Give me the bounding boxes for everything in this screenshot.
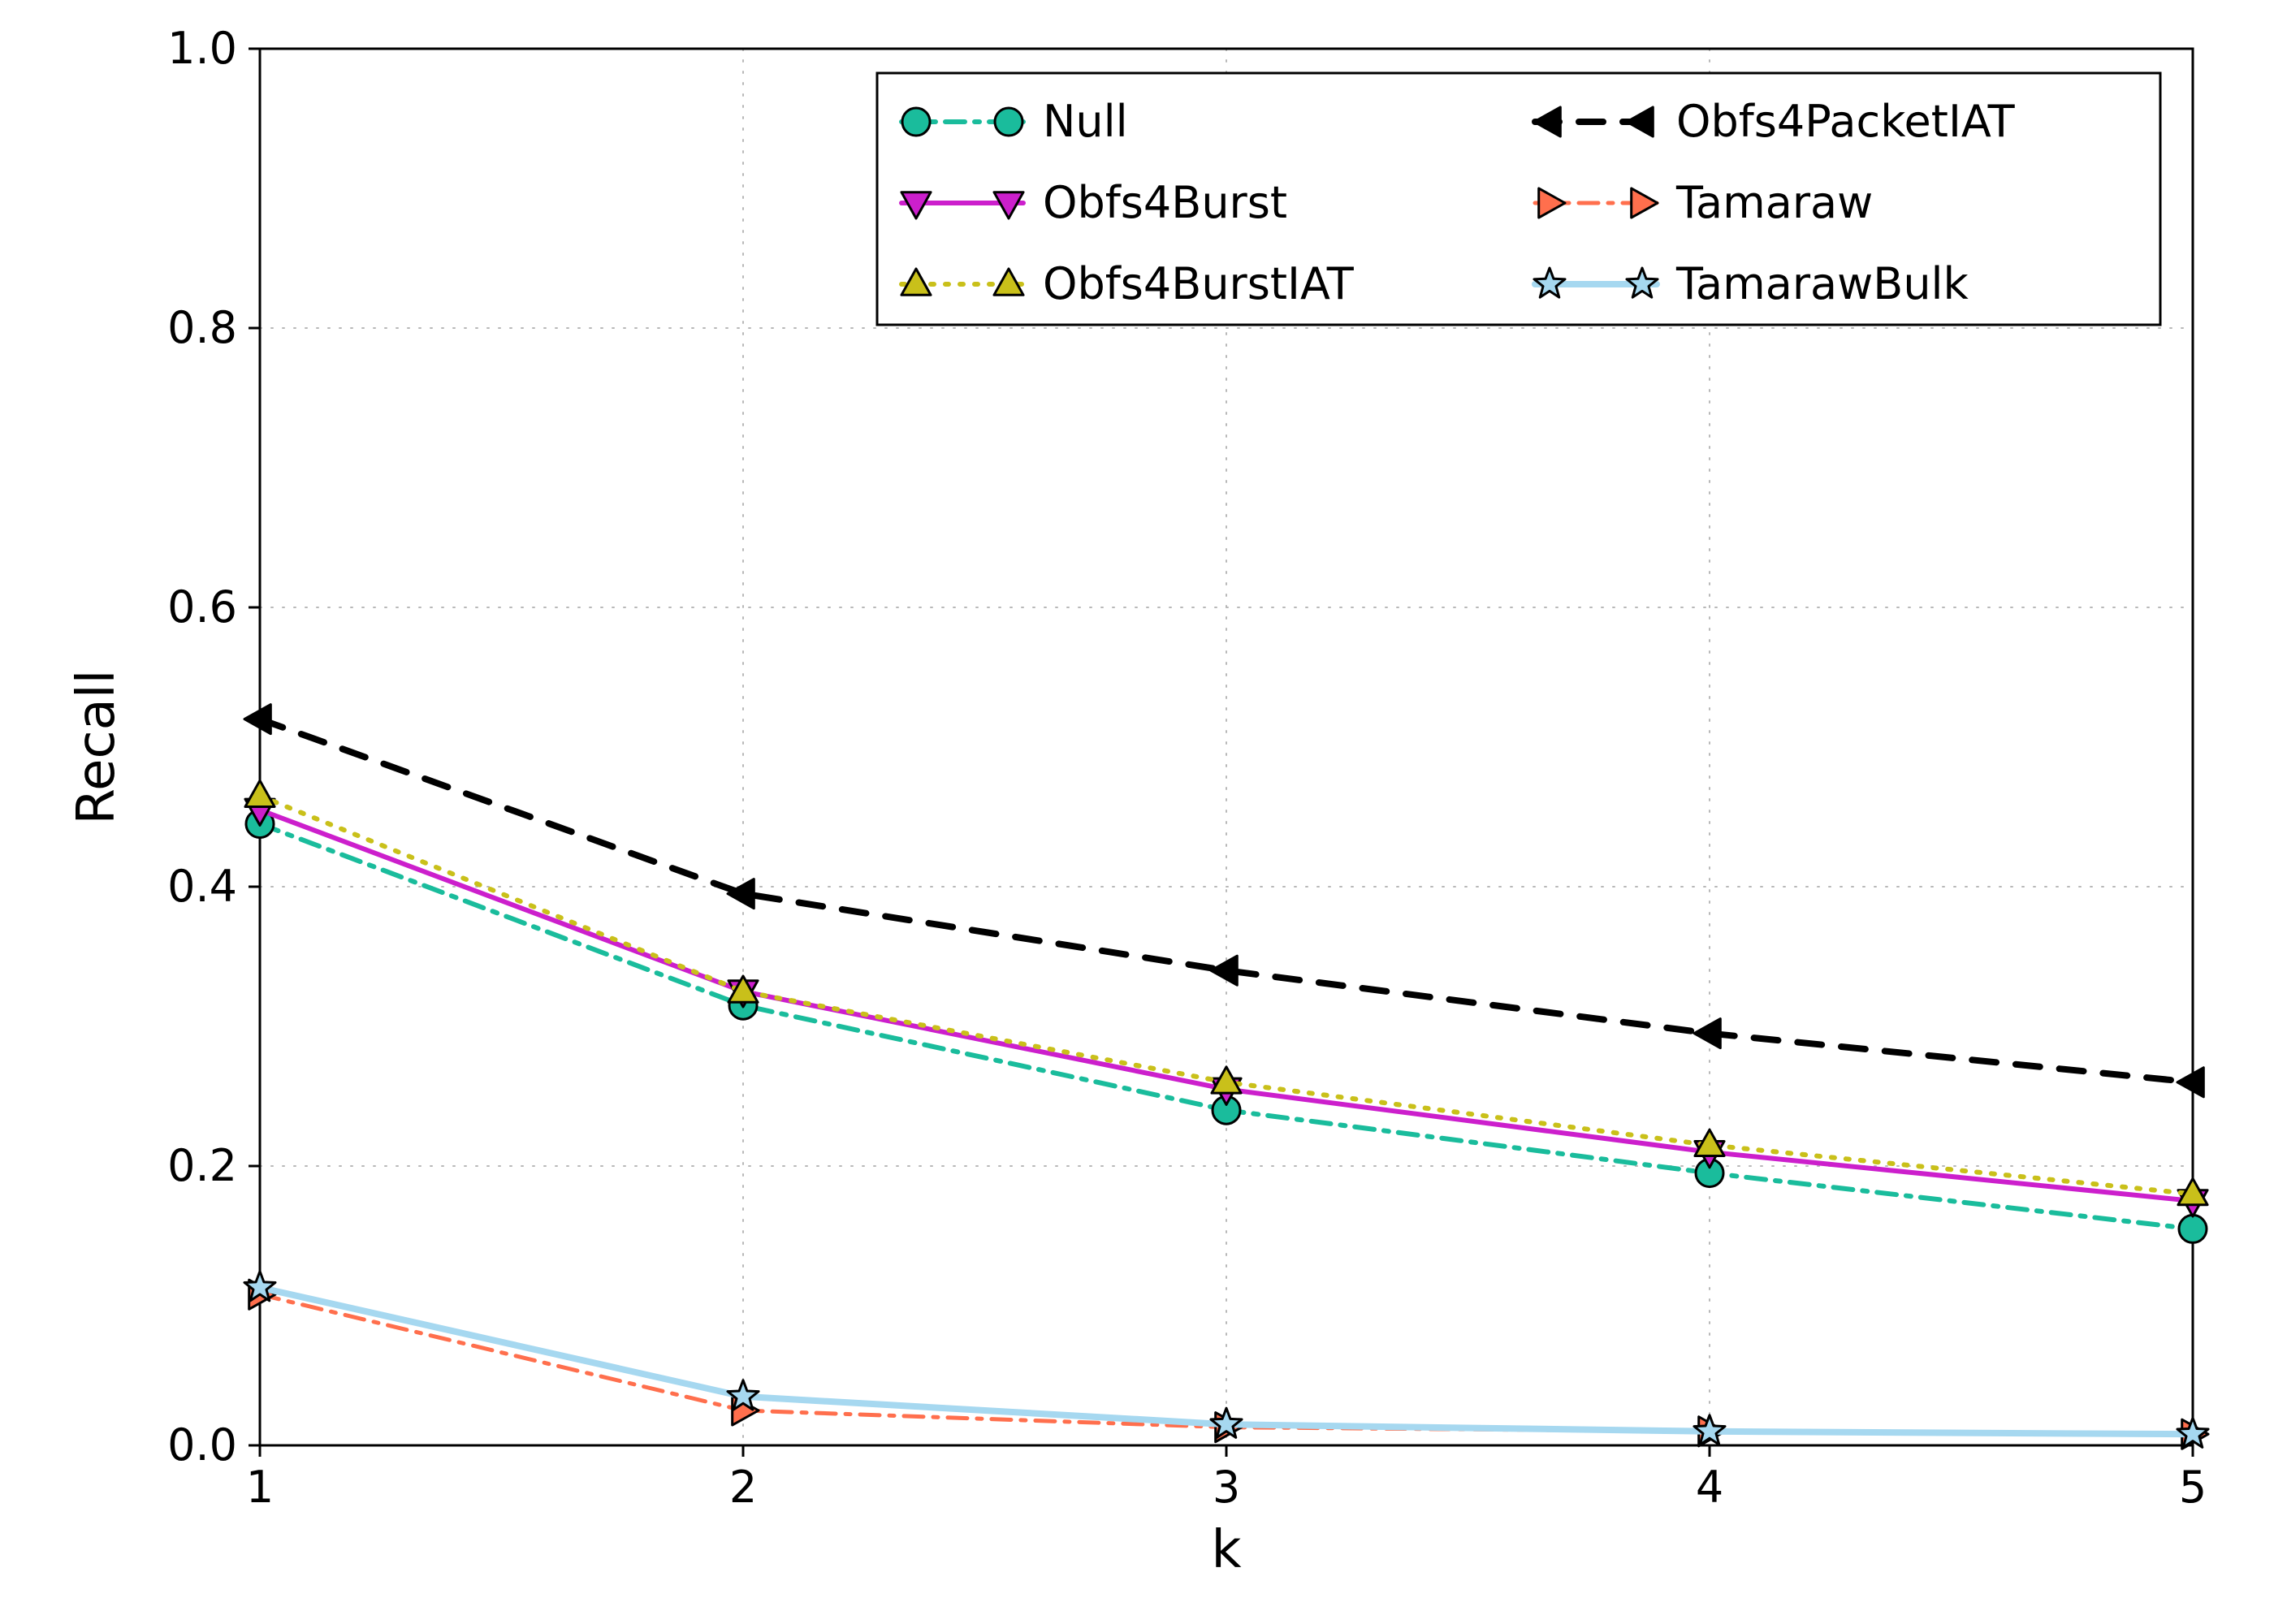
svg-text:4: 4 <box>1696 1462 1723 1513</box>
svg-text:0.4: 0.4 <box>167 861 237 912</box>
legend-label-tamaraw: Tamaraw <box>1675 177 1873 228</box>
chart-svg: 1 2 3 4 5 0.0 0.2 0.4 0.6 0.8 1.0 k Recall Null Obfs4B… <box>0 0 2274 1624</box>
svg-text:2: 2 <box>729 1462 757 1513</box>
y-axis-label: Recall <box>67 670 127 825</box>
svg-text:3: 3 <box>1213 1462 1240 1513</box>
svg-text:0.8: 0.8 <box>167 302 237 353</box>
legend: Null Obfs4Burst Obfs4BurstIAT Obfs4PacketIA… <box>877 73 2160 325</box>
recall-vs-k-chart: 1 2 3 4 5 0.0 0.2 0.4 0.6 0.8 1.0 k Recall Null Obfs4B… <box>0 0 2274 1624</box>
legend-label-obfs4burstiat: Obfs4BurstIAT <box>1043 258 1355 309</box>
svg-text:0.0: 0.0 <box>167 1419 237 1471</box>
svg-text:1: 1 <box>246 1462 274 1513</box>
legend-label-obfs4packetiat: Obfs4PacketIAT <box>1676 96 2016 147</box>
svg-text:5: 5 <box>2179 1462 2207 1513</box>
legend-label-tamarawbulk: TamarawBulk <box>1675 258 1969 309</box>
legend-label-obfs4burst: Obfs4Burst <box>1043 177 1287 228</box>
svg-text:0.2: 0.2 <box>167 1140 237 1191</box>
svg-text:1.0: 1.0 <box>167 23 237 74</box>
legend-label-null: Null <box>1043 96 1128 147</box>
x-axis-label: k <box>1211 1520 1241 1580</box>
svg-text:0.6: 0.6 <box>167 581 237 633</box>
